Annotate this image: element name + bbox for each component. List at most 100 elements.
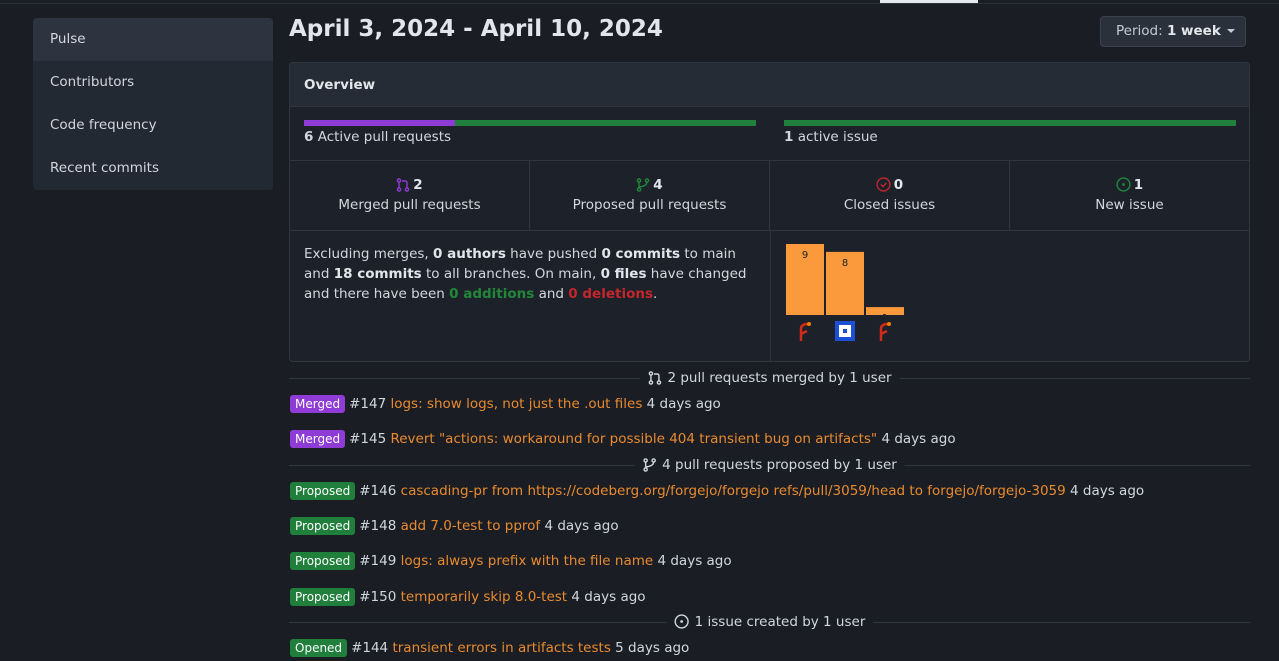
merged-section-title: 2 pull requests merged by 1 user: [667, 370, 892, 386]
commits-all: 18 commits: [333, 266, 422, 282]
status-badge: Merged: [290, 430, 346, 448]
active-pr-label: 6 Active pull requests: [304, 129, 451, 145]
summary-text: .: [653, 286, 658, 302]
git-merge-icon: [648, 371, 661, 385]
item-link[interactable]: temporarily skip 8.0-test: [400, 589, 568, 605]
item-link[interactable]: add 7.0-test to pprof: [400, 518, 541, 534]
merged-count: 2: [413, 177, 423, 193]
pr-progress-bar: [304, 120, 756, 126]
stat-proposed-prs[interactable]: 4 Proposed pull requests: [530, 161, 770, 230]
item-number: #146: [359, 483, 397, 499]
sidebar-item-code-frequency[interactable]: Code frequency: [50, 117, 157, 133]
caret-down-icon: [1226, 29, 1235, 33]
item-number: #145: [349, 431, 387, 447]
item-number: #148: [359, 518, 397, 534]
chart-bar[interactable]: [866, 307, 904, 315]
item-time: 4 days ago: [646, 396, 721, 412]
item-number: #147: [349, 396, 387, 412]
proposed-section-divider: 4 pull requests proposed by 1 user: [289, 457, 1250, 473]
git-branch-icon: [636, 178, 650, 192]
contributors-bar-chart: 9 8 1: [786, 244, 904, 341]
list-item: Proposed #148 add 7.0-test to pprof 4 day…: [290, 517, 619, 535]
files-count: 0 files: [600, 266, 647, 282]
status-badge: Opened: [290, 639, 348, 657]
contributor-avatar[interactable]: [835, 321, 855, 341]
authors-count: 0 authors: [433, 246, 506, 262]
summary-text: to main and: [304, 246, 736, 282]
issue-opened-icon: [674, 614, 689, 629]
proposed-section-title: 4 pull requests proposed by 1 user: [662, 457, 897, 473]
list-item: Merged #145 Revert "actions: workaround f…: [290, 430, 956, 448]
item-link[interactable]: Revert "actions: workaround for possible…: [390, 431, 878, 447]
merged-segment: [304, 120, 455, 126]
chart-bar[interactable]: [826, 251, 864, 315]
status-badge: Merged: [290, 395, 346, 413]
active-tab-indicator: [880, 0, 978, 3]
summary-text: and: [534, 286, 569, 302]
item-time: 5 days ago: [615, 640, 690, 656]
sidebar-item-contributors[interactable]: Contributors: [50, 74, 135, 90]
new-count: 1: [1133, 177, 1144, 193]
stat-merged-prs[interactable]: 2 Merged pull requests: [290, 161, 530, 230]
list-item: Merged #147 logs: show logs, not just the…: [290, 395, 721, 413]
item-time: 4 days ago: [881, 431, 956, 447]
issue-opened-icon: [1116, 177, 1131, 192]
contributor-avatar[interactable]: [799, 322, 811, 341]
item-link[interactable]: logs: show logs, not just the .out files: [390, 396, 643, 412]
overview-panel: Overview 6 Active pull requests 1 active…: [289, 62, 1250, 362]
summary-text: have changed and there have been: [304, 266, 747, 302]
period-label: Period:: [1116, 23, 1163, 39]
merged-label: Merged pull requests: [338, 197, 481, 213]
item-time: 4 days ago: [544, 518, 619, 534]
issue-closed-icon: [876, 177, 891, 192]
page-title: April 3, 2024 - April 10, 2024: [289, 16, 663, 42]
status-badge: Proposed: [290, 517, 356, 535]
period-value: 1 week: [1166, 23, 1221, 39]
list-item: Proposed #150 temporarily skip 8.0-test 4…: [290, 588, 646, 606]
git-merge-icon: [396, 178, 410, 192]
status-badge: Proposed: [290, 588, 356, 606]
sidebar-item-pulse[interactable]: Pulse: [33, 18, 273, 61]
sidebar: Pulse Contributors Code frequency Recent…: [33, 18, 273, 190]
summary-text: have pushed: [505, 246, 602, 262]
contributor-avatar[interactable]: [879, 322, 891, 341]
new-segment: [784, 120, 1236, 126]
active-issue-count: 1: [784, 129, 794, 145]
stat-new-issues[interactable]: 1 New issue: [1010, 161, 1249, 230]
issues-section-divider: 1 issue created by 1 user: [289, 614, 1250, 630]
item-number: #149: [359, 553, 397, 569]
sidebar-item-recent-commits[interactable]: Recent commits: [50, 160, 160, 176]
summary-text: Excluding merges,: [304, 246, 434, 262]
additions-count: 0 additions: [449, 286, 535, 302]
active-pr-text: Active pull requests: [317, 129, 452, 145]
issues-section-title: 1 issue created by 1 user: [694, 614, 866, 630]
proposed-segment: [454, 120, 756, 126]
new-label: New issue: [1095, 197, 1164, 213]
summary-text: to all branches. On main,: [421, 266, 601, 282]
item-time: 4 days ago: [1070, 483, 1145, 499]
bar-value-label: 9: [802, 250, 808, 261]
status-badge: Proposed: [290, 482, 356, 500]
list-item: Opened #144 transient errors in artifacts…: [290, 639, 689, 657]
status-badge: Proposed: [290, 552, 356, 570]
top-border: [0, 3, 1279, 4]
period-dropdown[interactable]: Period: 1 week: [1100, 16, 1246, 47]
item-link[interactable]: cascading-pr from https://codeberg.org/f…: [400, 483, 1066, 499]
stat-closed-issues[interactable]: 0 Closed issues: [770, 161, 1010, 230]
item-time: 4 days ago: [571, 589, 646, 605]
closed-count: 0: [893, 177, 904, 193]
commit-summary: Excluding merges, 0 authors have pushed …: [304, 244, 764, 304]
active-pr-count: 6: [304, 129, 314, 145]
item-link[interactable]: transient errors in artifacts tests: [392, 640, 611, 656]
item-number: #150: [359, 589, 397, 605]
git-branch-icon: [642, 458, 656, 472]
merged-section-divider: 2 pull requests merged by 1 user: [289, 370, 1250, 386]
item-link[interactable]: logs: always prefix with the file name: [400, 553, 654, 569]
bar-value-label: 1: [882, 313, 888, 324]
closed-label: Closed issues: [843, 197, 936, 213]
item-number: #144: [351, 640, 389, 656]
chart-bar[interactable]: [786, 244, 824, 315]
item-time: 4 days ago: [657, 553, 732, 569]
overview-title: Overview: [290, 63, 1249, 107]
proposed-label: Proposed pull requests: [572, 197, 727, 213]
